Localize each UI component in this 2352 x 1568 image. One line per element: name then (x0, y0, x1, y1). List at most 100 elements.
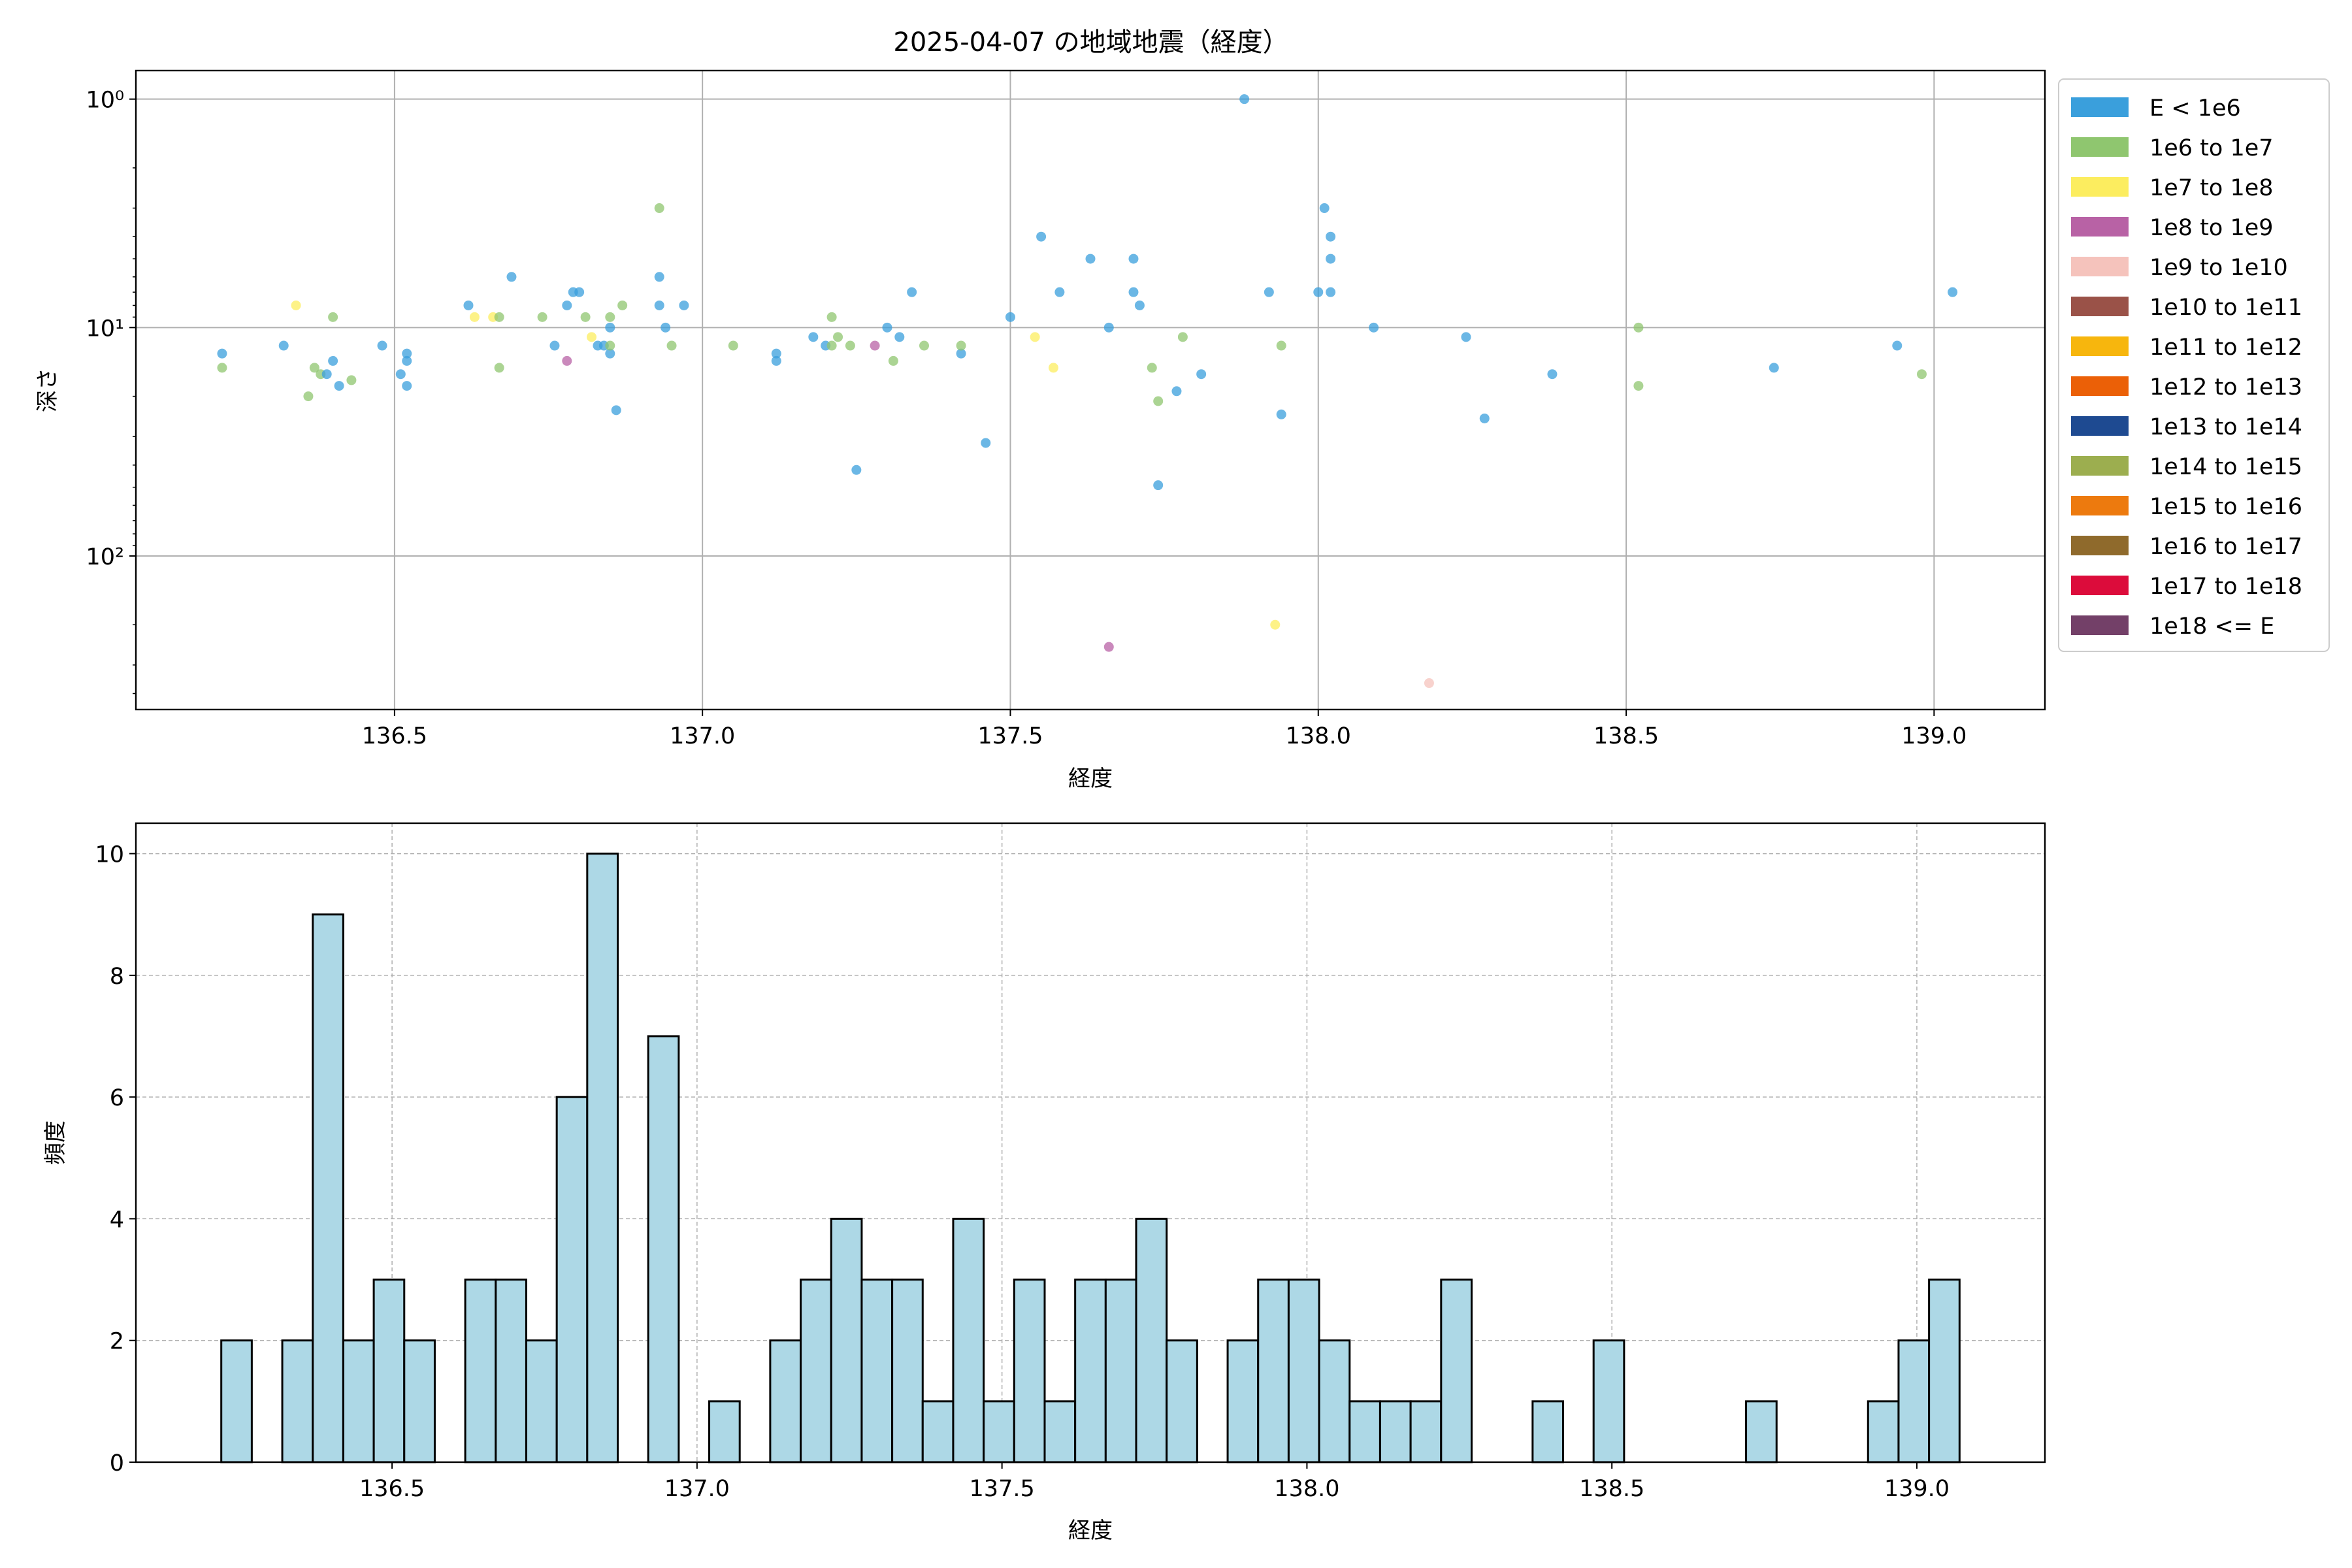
scatter-point (1153, 480, 1164, 491)
legend-swatch (2071, 336, 2129, 356)
histogram-bar (1104, 1279, 1137, 1463)
scatter-x-tick-label: 139.0 (1901, 723, 1967, 749)
scatter-point (654, 272, 664, 282)
histogram-bar (1409, 1400, 1443, 1463)
scatter-point (907, 287, 917, 297)
histogram-bar (1166, 1339, 1198, 1463)
scatter-point (661, 322, 671, 333)
legend-label: 1e18 <= E (2149, 613, 2274, 640)
scatter-point (217, 348, 227, 359)
scatter-point (1036, 231, 1047, 242)
scatter-point (1030, 332, 1040, 342)
scatter-point (1369, 322, 1379, 333)
histogram-bar (1531, 1400, 1564, 1463)
scatter-point (402, 348, 412, 359)
legend-swatch (2071, 536, 2129, 555)
scatter-point (537, 312, 547, 322)
legend-swatch (2071, 376, 2129, 396)
histogram-x-tick-label: 137.5 (970, 1476, 1035, 1502)
legend-frame (2058, 78, 2330, 652)
scatter-point (771, 348, 781, 359)
scatter-point (587, 332, 597, 342)
histogram-x-tick-label: 138.0 (1274, 1476, 1339, 1502)
scatter-x-tick-label: 138.5 (1593, 723, 1659, 749)
histogram-x-tick-label: 137.0 (664, 1476, 730, 1502)
scatter-y-tick-label: 10⁰ (86, 88, 124, 114)
legend-label: 1e9 to 1e10 (2149, 255, 2288, 281)
histogram-bar (1592, 1339, 1625, 1463)
scatter-point (1134, 300, 1145, 310)
scatter-y-tick-label: 10² (86, 544, 124, 570)
scatter-point (845, 340, 855, 351)
legend-label: 1e6 to 1e7 (2149, 135, 2274, 161)
histogram-y-label: 頻度 (42, 1120, 69, 1165)
scatter-point (728, 340, 738, 351)
scatter-points (217, 94, 1958, 689)
histogram-bar (403, 1339, 436, 1463)
histogram-bar (1043, 1400, 1077, 1463)
scatter-point (1153, 396, 1164, 406)
scatter-point (654, 203, 664, 214)
scatter-point (605, 322, 615, 333)
scatter-point (1103, 322, 1114, 333)
legend-label: 1e10 to 1e11 (2149, 295, 2302, 321)
scatter-point (679, 300, 689, 310)
histogram-x-tick-label: 136.5 (359, 1476, 425, 1502)
scatter-x-tick-label: 136.5 (362, 723, 427, 749)
histogram-bar (1135, 1217, 1168, 1463)
scatter-point (278, 340, 289, 351)
scatter-point (1547, 369, 1558, 380)
scatter-point (328, 312, 338, 322)
scatter-point (1048, 363, 1058, 373)
legend-swatch (2071, 456, 2129, 476)
histogram-x-axis: 136.5 137.0 137.5 138.0 138.5 139.0 (359, 1462, 1950, 1502)
scatter-point (494, 363, 504, 373)
histogram-bar (220, 1339, 253, 1463)
histogram-bar (372, 1279, 406, 1463)
histogram-bar (769, 1339, 802, 1463)
scatter-point (580, 312, 591, 322)
scatter-point (1326, 231, 1336, 242)
scatter-point (1424, 678, 1434, 689)
scatter-point (469, 312, 480, 322)
histogram-bar (1897, 1339, 1931, 1463)
scatter-point (1479, 413, 1490, 423)
scatter-point (870, 340, 880, 351)
histogram-bar (1013, 1279, 1046, 1463)
scatter-point (395, 369, 406, 380)
scatter-point (611, 405, 621, 416)
histogram-bar (464, 1279, 497, 1463)
histogram-y-axis: 0 2 4 6 8 10 (95, 842, 136, 1477)
scatter-point (833, 332, 843, 342)
legend-label: 1e16 to 1e17 (2149, 534, 2302, 560)
scatter-point (1147, 363, 1157, 373)
legend-label: 1e14 to 1e15 (2149, 454, 2302, 480)
scatter-point (1769, 363, 1779, 373)
scatter-point (882, 322, 892, 333)
histogram-bar (1318, 1339, 1351, 1463)
scatter-point (956, 348, 966, 359)
scatter-x-axis: 136.5 137.0 137.5 138.0 138.5 139.0 (362, 710, 1967, 749)
legend-label: E < 1e6 (2149, 95, 2241, 122)
scatter-grid (136, 71, 2045, 710)
histogram-bar (1440, 1279, 1473, 1463)
histogram-bar (586, 853, 619, 1463)
scatter-point (562, 300, 572, 310)
legend-swatch (2071, 416, 2129, 436)
scatter-point (1326, 253, 1336, 264)
scatter-point (402, 355, 412, 366)
histogram-y-tick-label: 6 (110, 1085, 124, 1111)
scatter-plot-area (136, 71, 2045, 710)
scatter-point (771, 355, 781, 366)
histogram-x-tick-label: 139.0 (1884, 1476, 1950, 1502)
scatter-point (605, 348, 615, 359)
scatter-point (1270, 619, 1281, 630)
histogram-bar (983, 1400, 1015, 1463)
histogram-bar (1257, 1279, 1290, 1463)
scatter-point (666, 340, 677, 351)
scatter-x-label: 経度 (1068, 766, 1113, 792)
legend-swatch (2071, 496, 2129, 515)
scatter-point (463, 300, 474, 310)
histogram-bar (860, 1279, 894, 1463)
scatter-point (1054, 287, 1065, 297)
